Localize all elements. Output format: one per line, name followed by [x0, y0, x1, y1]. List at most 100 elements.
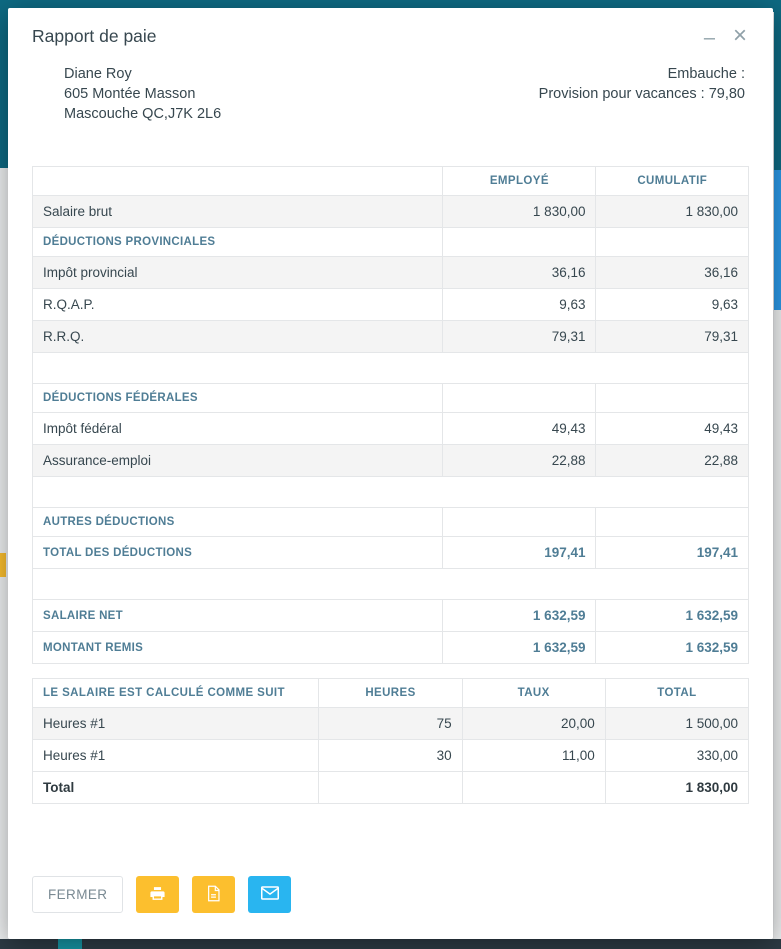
value-cumulatif: 49,43 — [595, 412, 749, 445]
value-taux — [461, 771, 606, 804]
value-employe: 1 830,00 — [442, 195, 597, 228]
employment-meta-block: Embauche : Provision pour vacances : 79,… — [539, 64, 745, 124]
value-employe: 79,31 — [442, 320, 597, 353]
employee-name: Diane Roy — [64, 66, 132, 82]
pay-row-item: R.R.Q. 79,31 79,31 — [31, 320, 749, 353]
envelope-icon — [260, 886, 279, 903]
pay-row-item: Salaire brut 1 830,00 1 830,00 — [31, 195, 749, 228]
row-label: Impôt provincial — [31, 256, 444, 289]
column-header-total: TOTAL — [604, 678, 750, 708]
background-bottom-teal-block — [58, 939, 82, 949]
value-employe: 9,63 — [442, 288, 597, 321]
dialog-title: Rapport de paie — [32, 26, 157, 46]
salary-row-label: Total — [31, 771, 320, 804]
vacation-provision: Provision pour vacances : 79,80 — [538, 86, 745, 102]
pdf-file-icon — [206, 885, 221, 905]
row-label: MONTANT REMIS — [31, 631, 444, 664]
value-cumulatif: 9,63 — [595, 288, 749, 321]
dialog-footer: FERMER — [32, 876, 773, 913]
row-label: TOTAL DES DÉDUCTIONS — [31, 536, 444, 569]
employee-address-line1: 605 Montée Masson — [64, 86, 196, 102]
spacer-cell — [32, 476, 749, 508]
column-header-taux: TAUX — [461, 678, 606, 708]
spacer-cell — [32, 352, 749, 384]
value-cumulatif: 1 632,59 — [595, 631, 749, 664]
value-heures — [318, 771, 463, 804]
background-right-edge-teal — [774, 0, 781, 170]
close-icon[interactable]: × — [732, 22, 747, 49]
value-taux: 11,00 — [461, 739, 606, 772]
employee-info-row: Diane Roy 605 Montée Masson Mascouche QC… — [8, 48, 773, 124]
value-employe: 49,43 — [442, 412, 597, 445]
pay-table-body: Salaire brut 1 830,00 1 830,00 DÉDUCTIONS P… — [31, 195, 749, 664]
row-label: SALAIRE NET — [31, 599, 444, 632]
column-header-salary-calc: LE SALAIRE EST CALCULÉ COMME SUIT — [31, 678, 320, 708]
value-employe: 1 632,59 — [442, 599, 597, 632]
pay-row-spacer — [32, 352, 749, 384]
row-label: Salaire brut — [31, 195, 444, 228]
pay-table-header-row: EMPLOYÉ CUMULATIF — [31, 166, 749, 196]
export-pdf-button[interactable] — [192, 876, 236, 913]
salary-row-label: Heures #1 — [31, 739, 320, 772]
salary-row: Heures #1 30 11,00 330,00 — [31, 739, 750, 772]
pay-summary-table: EMPLOYÉ CUMULATIF Salaire brut 1 830,00 1 … — [31, 166, 749, 664]
value-cumulatif — [595, 383, 749, 413]
value-total: 1 830,00 — [604, 771, 750, 804]
column-header-empty — [31, 166, 444, 196]
pay-row-section: AUTRES DÉDUCTIONS — [31, 507, 749, 537]
pay-row-item: Impôt fédéral 49,43 49,43 — [31, 412, 749, 445]
background-right-edge — [774, 310, 781, 939]
value-cumulatif: 1 830,00 — [595, 195, 749, 228]
value-cumulatif — [595, 227, 749, 257]
pay-row-spacer — [32, 476, 749, 508]
row-label: Impôt fédéral — [31, 412, 444, 445]
value-taux: 20,00 — [461, 707, 606, 740]
print-button[interactable] — [136, 876, 180, 913]
value-cumulatif: 79,31 — [595, 320, 749, 353]
payroll-report-dialog: Rapport de paie – × Diane Roy 605 Montée… — [8, 8, 773, 939]
value-heures: 30 — [318, 739, 463, 772]
value-employe: 22,88 — [442, 444, 597, 477]
column-header-cumulatif: CUMULATIF — [595, 166, 749, 196]
value-cumulatif: 197,41 — [595, 536, 749, 569]
value-heures: 75 — [318, 707, 463, 740]
pay-row-total: MONTANT REMIS 1 632,59 1 632,59 — [31, 631, 749, 664]
row-label: DÉDUCTIONS FÉDÉRALES — [31, 383, 444, 413]
background-left-edge-yellow — [0, 553, 6, 577]
pay-row-total: SALAIRE NET 1 632,59 1 632,59 — [31, 599, 749, 632]
column-header-heures: HEURES — [318, 678, 463, 708]
dialog-header: Rapport de paie – × — [8, 8, 773, 49]
column-header-employe: EMPLOYÉ — [442, 166, 597, 196]
value-cumulatif: 1 632,59 — [595, 599, 749, 632]
value-employe: 36,16 — [442, 256, 597, 289]
salary-row: Heures #1 75 20,00 1 500,00 — [31, 707, 750, 740]
value-employe: 197,41 — [442, 536, 597, 569]
employee-address-block: Diane Roy 605 Montée Masson Mascouche QC… — [64, 64, 221, 124]
row-label: AUTRES DÉDUCTIONS — [31, 507, 444, 537]
background-right-edge-blue — [774, 170, 781, 310]
close-button[interactable]: FERMER — [32, 876, 124, 913]
send-email-button[interactable] — [248, 876, 292, 913]
value-total: 1 500,00 — [604, 707, 750, 740]
window-controls: – × — [703, 24, 747, 49]
salary-row: Total 1 830,00 — [31, 771, 750, 804]
row-label: R.R.Q. — [31, 320, 444, 353]
printer-icon — [149, 885, 166, 905]
row-label: Assurance-emploi — [31, 444, 444, 477]
value-cumulatif: 36,16 — [595, 256, 749, 289]
pay-row-spacer — [32, 568, 749, 600]
value-employe — [442, 383, 597, 413]
salary-row-label: Heures #1 — [31, 707, 320, 740]
pay-row-section: DÉDUCTIONS PROVINCIALES — [31, 227, 749, 257]
pay-row-total: TOTAL DES DÉDUCTIONS 197,41 197,41 — [31, 536, 749, 569]
spacer-cell — [32, 568, 749, 600]
pay-row-section: DÉDUCTIONS FÉDÉRALES — [31, 383, 749, 413]
row-label: R.Q.A.P. — [31, 288, 444, 321]
value-employe — [442, 227, 597, 257]
value-cumulatif — [595, 507, 749, 537]
employee-address-line2: Mascouche QC,J7K 2L6 — [64, 106, 222, 122]
pay-row-item: Impôt provincial 36,16 36,16 — [31, 256, 749, 289]
minimize-icon[interactable]: – — [703, 27, 715, 49]
background-left-edge-teal — [0, 0, 8, 168]
row-label: DÉDUCTIONS PROVINCIALES — [31, 227, 444, 257]
